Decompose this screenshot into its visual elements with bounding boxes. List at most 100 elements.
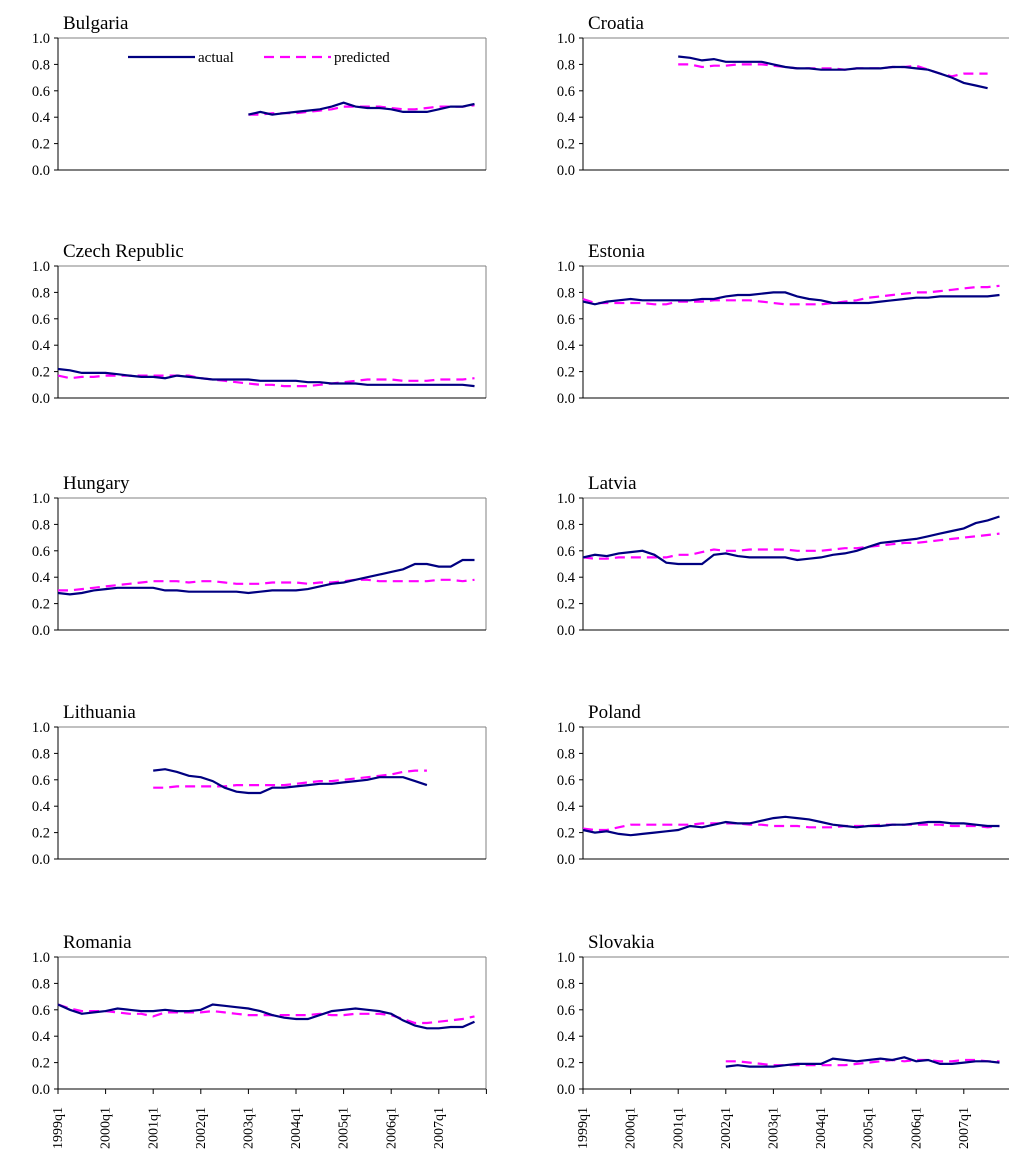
predicted-series-line	[582, 532, 1000, 560]
y-tick-label: 0.0	[32, 852, 50, 868]
y-tick-label: 0.8	[557, 976, 575, 992]
y-tick-label: 0.6	[32, 84, 50, 100]
panel-slovakia: 0.0 0.2 0.4 0.6 0.8 1.0 1999q1 2000q1 2001q1 2002…	[557, 932, 1009, 1149]
y-tick-label: 0.6	[557, 1003, 575, 1019]
y-tick-label: 0.4	[557, 338, 576, 354]
x-tick-label: 2003q1	[766, 1107, 781, 1149]
y-tick-label: 0.0	[557, 391, 575, 407]
y-tick-label: 0.8	[32, 57, 50, 73]
x-tick-label: 2001q1	[146, 1107, 161, 1149]
y-tick-label: 0.6	[32, 312, 50, 328]
predicted-series-line	[57, 1003, 475, 1025]
y-tick-label: 0.0	[32, 623, 50, 639]
panel-title: Bulgaria	[63, 13, 129, 34]
y-tick-label: 0.8	[557, 517, 575, 533]
actual-series-line	[582, 291, 1000, 306]
y-tick-label: 0.8	[32, 746, 50, 762]
y-tick-label: 0.8	[557, 285, 575, 301]
y-tick-label: 0.8	[557, 57, 575, 73]
y-tick-label: 0.6	[557, 773, 575, 789]
x-tick-label: 2005q1	[862, 1107, 877, 1149]
y-tick-label: 1.0	[32, 720, 50, 736]
y-tick-label: 0.0	[557, 1082, 575, 1098]
x-tick-label: 2005q1	[337, 1107, 352, 1149]
y-tick-label: 0.8	[557, 746, 575, 762]
predicted-series-line	[153, 769, 427, 789]
panel-hungary: 0.0 0.2 0.4 0.6 0.8 1.0 Hungary	[32, 473, 487, 639]
y-tick-label: 0.4	[32, 570, 51, 586]
y-tick-label: 1.0	[557, 491, 575, 507]
y-tick-label: 0.4	[32, 799, 51, 815]
panel-croatia: 0.0 0.2 0.4 0.6 0.8 1.0 Croatia	[557, 13, 1009, 179]
x-tick-label: 2000q1	[99, 1107, 114, 1149]
panel-bulgaria: 0.0 0.2 0.4 0.6 0.8 1.0 Bulgaria actual predicte…	[32, 13, 487, 179]
y-tick-label: 1.0	[557, 31, 575, 47]
actual-series-line	[582, 515, 1000, 566]
y-tick-label: 0.2	[557, 826, 575, 842]
y-tick-label: 0.4	[557, 799, 576, 815]
panel-latvia: 0.0 0.2 0.4 0.6 0.8 1.0 Latvia	[557, 473, 1009, 639]
y-tick-label: 0.4	[32, 1029, 51, 1045]
y-tick-label: 1.0	[32, 259, 50, 275]
y-tick-label: 0.2	[32, 826, 50, 842]
actual-series-line	[678, 55, 988, 90]
actual-series-line	[57, 367, 475, 388]
y-tick-label: 0.8	[32, 976, 50, 992]
panel-title: Czech Republic	[63, 241, 184, 262]
x-tick-label: 2000q1	[624, 1107, 639, 1149]
actual-series-line	[248, 101, 475, 116]
y-tick-label: 0.4	[32, 110, 51, 126]
x-tick-label: 2006q1	[384, 1107, 399, 1149]
y-tick-label: 1.0	[557, 720, 575, 736]
predicted-series-line	[725, 1058, 1000, 1067]
y-tick-label: 1.0	[557, 259, 575, 275]
y-tick-label: 0.6	[32, 773, 50, 789]
actual-series-line	[57, 558, 475, 596]
panel-lithuania: 0.0 0.2 0.4 0.6 0.8 1.0 Lithuania	[32, 702, 487, 868]
y-tick-label: 0.0	[32, 391, 50, 407]
x-tick-label: 2004q1	[814, 1107, 829, 1149]
actual-series-line	[582, 815, 1000, 837]
y-tick-label: 0.6	[557, 312, 575, 328]
y-tick-label: 0.2	[32, 137, 50, 153]
y-tick-label: 0.6	[32, 1003, 50, 1019]
y-tick-label: 0.0	[32, 1082, 50, 1098]
panel-romania: 0.0 0.2 0.4 0.6 0.8 1.0 1999q1 2000q1 2001q1 2002…	[32, 932, 487, 1149]
y-tick-label: 0.0	[557, 163, 575, 179]
x-tick-label: 2002q1	[719, 1107, 734, 1149]
y-tick-label: 0.0	[557, 852, 575, 868]
y-tick-label: 0.4	[557, 1029, 576, 1045]
legend-actual-label: actual	[198, 50, 234, 66]
panel-title: Estonia	[588, 241, 646, 262]
panel-czech-republic: 0.0 0.2 0.4 0.6 0.8 1.0 Czech Republic	[32, 241, 487, 407]
y-tick-label: 0.0	[32, 163, 50, 179]
y-tick-label: 0.2	[32, 365, 50, 381]
y-tick-label: 0.2	[557, 137, 575, 153]
y-tick-label: 0.2	[557, 597, 575, 613]
y-tick-label: 0.2	[557, 365, 575, 381]
panel-estonia: 0.0 0.2 0.4 0.6 0.8 1.0 Estonia	[557, 241, 1009, 407]
y-tick-label: 0.6	[557, 544, 575, 560]
y-tick-label: 0.6	[32, 544, 50, 560]
actual-series-line	[57, 1003, 475, 1030]
y-tick-label: 0.4	[32, 338, 51, 354]
x-tick-label: 2007q1	[432, 1107, 447, 1149]
panel-title: Slovakia	[588, 932, 655, 953]
y-tick-label: 1.0	[32, 950, 50, 966]
y-tick-label: 0.6	[557, 84, 575, 100]
y-tick-label: 0.4	[557, 110, 576, 126]
x-tick-label: 2004q1	[289, 1107, 304, 1149]
panel-poland: 0.0 0.2 0.4 0.6 0.8 1.0 Poland	[557, 702, 1009, 868]
y-tick-label: 0.2	[32, 597, 50, 613]
y-tick-label: 0.2	[32, 1056, 50, 1072]
y-tick-label: 0.8	[32, 285, 50, 301]
x-tick-label: 2002q1	[194, 1107, 209, 1149]
panel-title: Poland	[588, 702, 641, 723]
x-tick-label: 2003q1	[241, 1107, 256, 1149]
actual-series-line	[725, 1056, 1000, 1068]
legend-predicted-label: predicted	[334, 50, 390, 66]
x-tick-label: 2001q1	[671, 1107, 686, 1149]
panel-title: Croatia	[588, 13, 644, 34]
y-tick-label: 1.0	[32, 491, 50, 507]
y-tick-label: 0.4	[557, 570, 576, 586]
